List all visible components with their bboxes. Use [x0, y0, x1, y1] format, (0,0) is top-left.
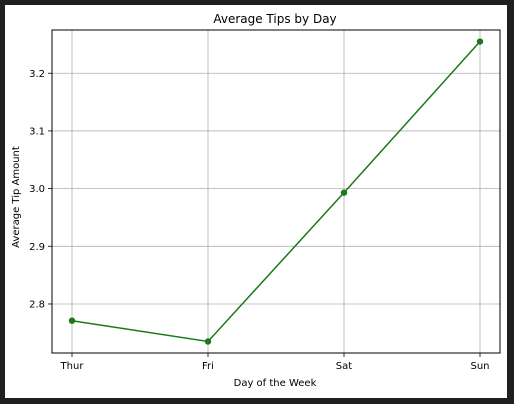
y-tick-label: 3.0	[29, 184, 45, 195]
x-tick-label: Sat	[336, 361, 352, 372]
chart-title: Average Tips by Day	[213, 12, 336, 26]
y-axis-label: Average Tip Amount	[11, 146, 22, 248]
grid-lines	[52, 30, 500, 353]
chart-figure: Average Tips by Day Thur Fri Sat Sun 2.8 2.9 3…	[5, 5, 507, 398]
x-tick-label: Sun	[470, 361, 489, 372]
x-axis-label: Day of the Week	[234, 378, 317, 389]
data-point	[204, 338, 212, 345]
y-tick-label: 2.8	[29, 299, 45, 310]
line-chart: Average Tips by Day Thur Fri Sat Sun 2.8 2.9 3…	[11, 12, 501, 389]
data-point	[68, 317, 76, 324]
series-line	[71, 41, 481, 343]
data-series	[68, 38, 484, 345]
data-point	[476, 38, 484, 45]
plot-area-border	[51, 29, 501, 354]
x-tick-label: Thur	[60, 361, 85, 372]
x-tick-label: Fri	[202, 361, 214, 372]
axis-ticks: Thur Fri Sat Sun 2.8 2.9 3.0 3.1 3.2	[29, 69, 489, 372]
data-point	[340, 189, 348, 196]
y-tick-label: 3.2	[29, 69, 45, 80]
y-tick-label: 2.9	[29, 242, 45, 253]
y-tick-label: 3.1	[29, 126, 45, 137]
